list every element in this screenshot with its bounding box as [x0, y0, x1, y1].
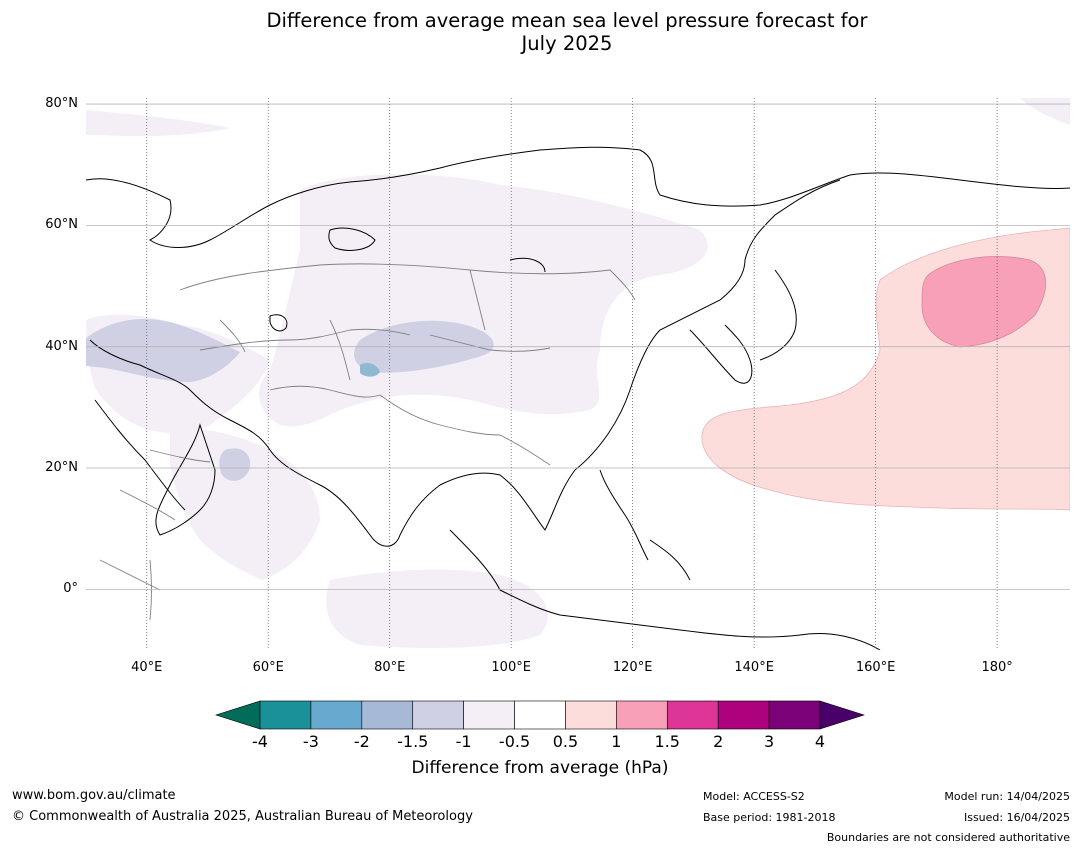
lat-label-2: 40°N	[45, 338, 78, 354]
colorbar-label: Difference from average (hPa)	[411, 758, 669, 778]
colorbar-tick-4: -1	[455, 732, 472, 751]
anomaly-low-band	[86, 318, 240, 382]
colorbar-tick-9: 2	[713, 732, 724, 751]
colorbar-segment-0	[259, 700, 312, 730]
lon-label-0: 40°E	[131, 660, 163, 675]
colorbar-tick-5: -0.5	[498, 732, 531, 751]
colorbar-svg	[215, 700, 865, 730]
longitude-gridlines	[146, 98, 998, 650]
colorbar-under-arrow	[215, 700, 261, 730]
colorbar-tick-2: -2	[353, 732, 370, 751]
footer-base-period: Base period: 1981-2018	[703, 811, 836, 824]
colorbar-segment-2	[361, 700, 414, 730]
colorbar-segment-1	[310, 700, 363, 730]
latitude-gridlines	[86, 103, 1070, 590]
lon-label-3: 100°E	[491, 660, 531, 675]
anomaly-low-arabia	[170, 428, 320, 580]
colorbar-tick-11: 4	[814, 732, 826, 751]
anomaly-low-gulf	[219, 448, 251, 481]
anomaly-low-indian-ocean	[326, 569, 548, 648]
lon-label-5: 140°E	[734, 660, 774, 675]
colorbar-segment-9	[717, 700, 770, 730]
map-area: 80°N 60°N 40°N 20°N 0° 40°E 60°E 80°E 100°E 120°…	[0, 90, 1081, 690]
colorbar-segment-4	[463, 700, 515, 730]
colorbar-tick-7: 1	[611, 732, 622, 751]
colorbar-tick-3: -1.5	[397, 732, 429, 751]
colorbar-tick-1: -3	[302, 732, 319, 751]
colorbar: -4 -3 -2 -1.5 -1 -0.5 0.5 1 1.5 2 3 4 Difference fr…	[210, 700, 870, 790]
title-line-2: July 2025	[521, 32, 613, 55]
footer-model-run: Model run: 14/04/2025	[944, 790, 1070, 803]
footer-model: Model: ACCESS-S2	[703, 790, 805, 803]
colorbar-segment-10	[768, 700, 821, 730]
lat-label-4: 0°	[63, 581, 78, 597]
map-title: Difference from average mean sea level p…	[0, 9, 1081, 55]
lat-label-3: 20°N	[45, 460, 78, 476]
colorbar-tick-6: 0.5	[552, 732, 579, 751]
colorbar-segment-5	[514, 700, 566, 730]
lon-label-4: 120°E	[612, 660, 653, 675]
colorbar-segment-8	[666, 700, 719, 730]
colorbar-tick-8: 1.5	[654, 732, 680, 751]
colorbar-tick-10: 3	[763, 732, 775, 751]
lon-label-6: 160°E	[855, 660, 896, 675]
footer-copyright: © Commonwealth of Australia 2025, Austra…	[12, 809, 473, 824]
colorbar-tick-0: -4	[252, 732, 268, 751]
title-line-1: Difference from average mean sea level p…	[266, 9, 868, 32]
anomaly-lower-tibet	[360, 362, 380, 377]
colorbar-segment-7	[616, 700, 668, 730]
anomaly-high-core	[921, 256, 1047, 348]
coastlines	[86, 146, 1070, 650]
country-borders	[99, 263, 636, 621]
map-svg	[86, 98, 1070, 650]
anomaly-low-north-pacific	[1020, 98, 1070, 125]
lat-label-1: 60°N	[45, 217, 78, 233]
lon-label-1: 60°E	[252, 660, 284, 675]
footer-website: www.bom.gov.au/climate	[12, 788, 176, 803]
footer-disclaimer: Boundaries are not considered authoritat…	[826, 831, 1070, 844]
lon-label-7: 180°	[981, 660, 1013, 675]
colorbar-segment-6	[565, 700, 617, 730]
anomaly-low-arctic	[86, 110, 230, 137]
lat-label-0: 80°N	[45, 96, 78, 112]
colorbar-segment-3	[412, 700, 464, 730]
lon-label-2: 80°E	[374, 660, 406, 675]
colorbar-over-arrow	[819, 700, 865, 730]
footer-issued: Issued: 16/04/2025	[963, 811, 1070, 824]
